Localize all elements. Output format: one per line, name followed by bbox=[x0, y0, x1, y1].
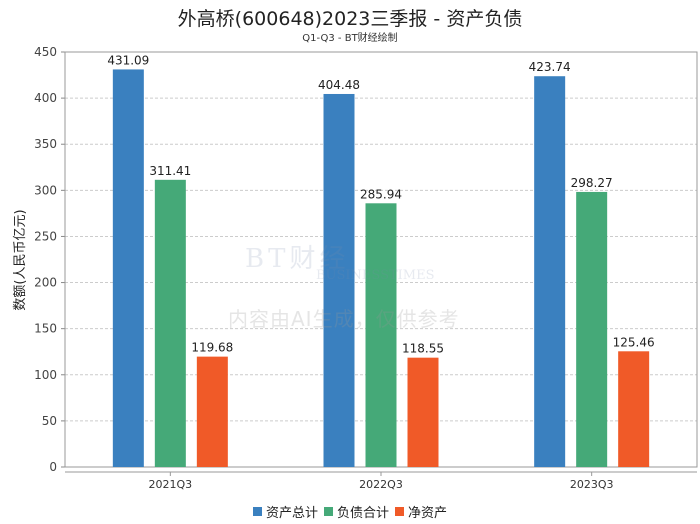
legend-item[interactable]: 负债合计 bbox=[323, 502, 389, 521]
x-tick-label: 2022Q3 bbox=[359, 478, 403, 491]
legend-swatch bbox=[252, 507, 262, 516]
legend-item[interactable]: 资产总计 bbox=[252, 502, 318, 521]
x-tick-label: 2023Q3 bbox=[570, 478, 614, 491]
data-label: 431.09 bbox=[107, 53, 149, 67]
data-label: 298.27 bbox=[571, 176, 613, 190]
bar-净资产 bbox=[407, 357, 439, 467]
watermark-brand: BT财经 bbox=[245, 244, 350, 274]
y-tick-label: 400 bbox=[34, 91, 57, 105]
chart-title: 外高桥(600648)2023三季报 - 资产负债 bbox=[177, 8, 523, 30]
legend-label: 资产总计 bbox=[265, 506, 318, 521]
data-label: 125.46 bbox=[613, 335, 655, 349]
bar-资产总计 bbox=[112, 69, 144, 468]
bar-净资产 bbox=[618, 351, 650, 467]
legend-swatch bbox=[323, 507, 333, 516]
y-tick-label: 0 bbox=[49, 460, 57, 474]
data-label: 285.94 bbox=[360, 187, 402, 201]
bar-负债合计 bbox=[576, 191, 608, 467]
x-tick-label: 2021Q3 bbox=[149, 478, 193, 491]
legend-label: 净资产 bbox=[408, 506, 448, 521]
legend-swatch bbox=[395, 507, 404, 516]
legend: 资产总计 负债合计 净资产 bbox=[0, 502, 700, 521]
chart-subtitle: Q1-Q3 - BT财经绘制 bbox=[302, 33, 398, 44]
y-tick-label: 100 bbox=[34, 368, 57, 382]
y-tick-label: 300 bbox=[34, 183, 57, 197]
y-tick-label: 150 bbox=[34, 322, 57, 336]
bar-负债合计 bbox=[154, 179, 186, 467]
bar-负债合计 bbox=[365, 203, 397, 467]
watermark-notice: 内容由AI生成，仅供参考 bbox=[228, 307, 460, 331]
data-label: 404.48 bbox=[318, 78, 360, 92]
bar-资产总计 bbox=[323, 93, 355, 467]
data-label: 118.55 bbox=[402, 342, 444, 356]
bar-资产总计 bbox=[534, 76, 566, 467]
data-label: 311.41 bbox=[149, 164, 191, 178]
y-tick-label: 200 bbox=[34, 276, 57, 290]
y-tick-label: 350 bbox=[34, 137, 57, 151]
legend-label: 负债合计 bbox=[336, 506, 389, 521]
y-tick-label: 50 bbox=[42, 414, 57, 428]
bar-净资产 bbox=[196, 356, 228, 467]
y-axis-label: 数额(人民币亿元) bbox=[13, 209, 28, 310]
data-label: 119.68 bbox=[191, 341, 233, 355]
data-label: 423.74 bbox=[529, 60, 571, 74]
y-tick-label: 450 bbox=[34, 45, 57, 59]
watermark-brand-en: BUSINESSTIMES bbox=[316, 268, 435, 283]
y-tick-label: 250 bbox=[34, 229, 57, 243]
legend-item[interactable]: 净资产 bbox=[395, 502, 447, 521]
